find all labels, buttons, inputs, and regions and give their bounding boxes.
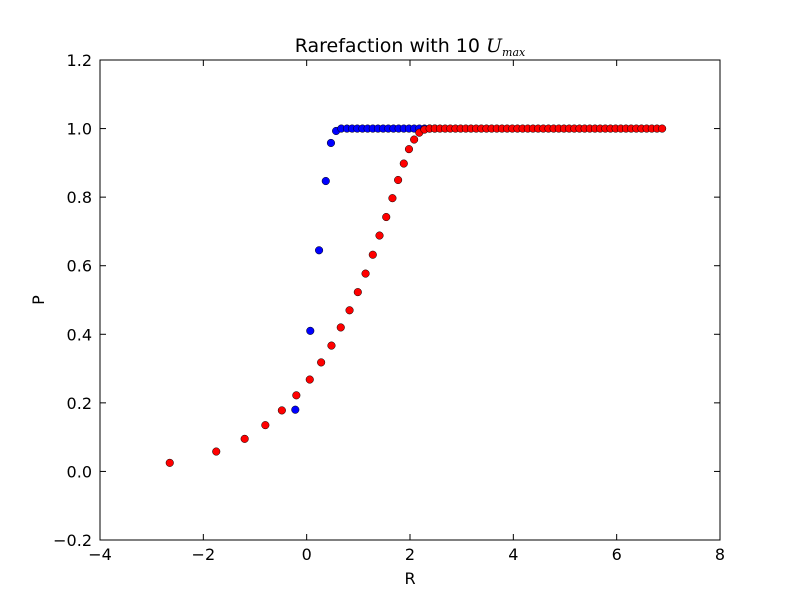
data-point bbox=[291, 405, 300, 414]
x-tick-label: 8 bbox=[715, 545, 725, 564]
data-point bbox=[410, 135, 419, 144]
x-axis-label: R bbox=[404, 569, 415, 588]
data-point bbox=[306, 326, 315, 335]
chart-title: Rarefaction with 10 Umax bbox=[295, 35, 526, 59]
y-tick-label: −0.2 bbox=[53, 531, 92, 550]
data-point bbox=[388, 194, 397, 203]
data-point bbox=[277, 406, 286, 415]
series-1 bbox=[165, 124, 667, 467]
data-point bbox=[326, 138, 336, 148]
data-point bbox=[394, 175, 403, 185]
data-point bbox=[336, 323, 345, 332]
data-point bbox=[240, 434, 249, 443]
x-tick-label: 2 bbox=[405, 545, 415, 564]
x-tick-label: 6 bbox=[612, 545, 622, 564]
data-point bbox=[165, 458, 174, 467]
x-tick-label: 0 bbox=[302, 545, 312, 564]
data-point bbox=[404, 145, 414, 154]
x-tick-label: 4 bbox=[508, 545, 518, 564]
data-point bbox=[317, 358, 326, 367]
data-point bbox=[399, 159, 408, 168]
data-point bbox=[353, 288, 362, 297]
y-tick-label: 0.0 bbox=[67, 462, 92, 481]
data-point bbox=[321, 176, 330, 186]
y-tick-label: 0.4 bbox=[67, 325, 92, 344]
y-axis-label: P bbox=[29, 295, 48, 305]
axis-ticks: −4 −2 0 2 4 6 8 −0.2 0.0 0.2 0.4 0.6 0.8 1.0 1.2 bbox=[53, 51, 725, 564]
chart-title-math: U bbox=[486, 35, 503, 57]
data-point bbox=[292, 391, 301, 400]
data-point bbox=[658, 124, 667, 133]
data-point bbox=[261, 421, 270, 430]
y-tick-label: 0.6 bbox=[67, 257, 92, 276]
y-tick-label: 0.2 bbox=[67, 394, 92, 413]
data-point bbox=[315, 246, 324, 255]
y-tick-label: 0.8 bbox=[67, 188, 92, 207]
chart-title-subscript: max bbox=[502, 46, 526, 59]
x-tick-label: −4 bbox=[88, 545, 112, 564]
y-tick-label: 1.0 bbox=[67, 120, 92, 139]
y-tick-label: 1.2 bbox=[67, 51, 92, 70]
data-point bbox=[345, 306, 354, 315]
plot-frame bbox=[99, 59, 721, 541]
data-point bbox=[212, 447, 221, 456]
data-point bbox=[382, 212, 391, 222]
data-point bbox=[375, 231, 384, 240]
x-tick-label: −2 bbox=[192, 545, 216, 564]
data-point bbox=[305, 375, 314, 384]
chart-title-text: Rarefaction with 10 bbox=[295, 35, 486, 57]
data-point bbox=[327, 341, 336, 350]
data-point bbox=[368, 250, 377, 259]
series-markers bbox=[165, 124, 667, 467]
data-point bbox=[361, 269, 370, 278]
